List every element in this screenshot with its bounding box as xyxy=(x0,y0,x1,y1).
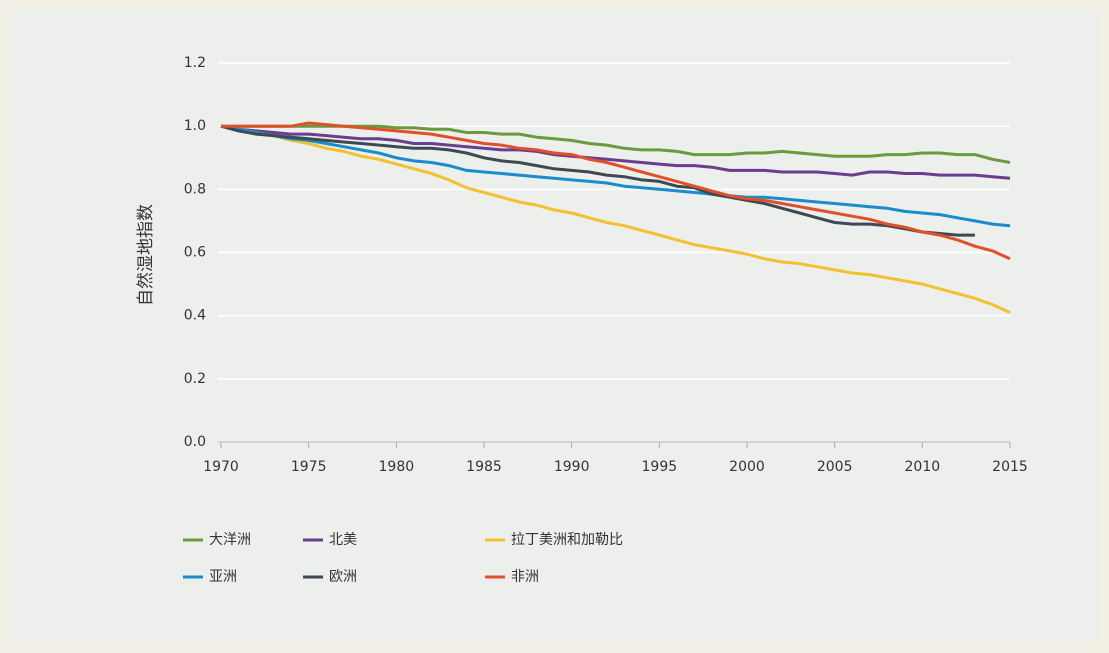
x-tick-label: 1980 xyxy=(379,459,415,475)
x-tick-label: 1995 xyxy=(642,459,678,475)
y-tick-label: 1.2 xyxy=(184,55,206,71)
x-tick-label: 1970 xyxy=(203,459,239,475)
legend-label: 亚洲 xyxy=(209,569,237,585)
x-tick-label: 1975 xyxy=(291,459,327,475)
x-tick-label: 2000 xyxy=(729,459,765,475)
y-tick-label: 0.4 xyxy=(184,308,206,324)
x-tick-label: 1985 xyxy=(466,459,502,475)
y-tick-label: 0.2 xyxy=(184,371,206,387)
x-tick-label: 2005 xyxy=(817,459,853,475)
legend-label: 北美 xyxy=(329,532,357,548)
y-tick-label: 0.6 xyxy=(184,245,206,261)
series-line xyxy=(220,124,1011,180)
y-tick-label: 0.8 xyxy=(184,181,206,197)
y-tick-label: 0.0 xyxy=(184,434,206,450)
legend-label: 欧洲 xyxy=(329,569,357,585)
legend-label: 大洋洲 xyxy=(209,532,251,548)
x-tick-label: 2015 xyxy=(992,459,1028,475)
series-line xyxy=(220,124,1011,228)
y-tick-label: 1.0 xyxy=(184,118,206,134)
series-line xyxy=(221,121,1011,261)
x-tick-label: 2010 xyxy=(905,459,941,475)
panel xyxy=(11,10,1098,643)
y-axis-label: 自然湿地指数 xyxy=(136,204,156,306)
legend-label: 非洲 xyxy=(511,569,539,585)
legend-label: 拉丁美洲和加勒比 xyxy=(511,532,623,548)
series-line xyxy=(220,124,975,237)
series-line xyxy=(220,124,1011,314)
x-tick-label: 1990 xyxy=(554,459,590,475)
